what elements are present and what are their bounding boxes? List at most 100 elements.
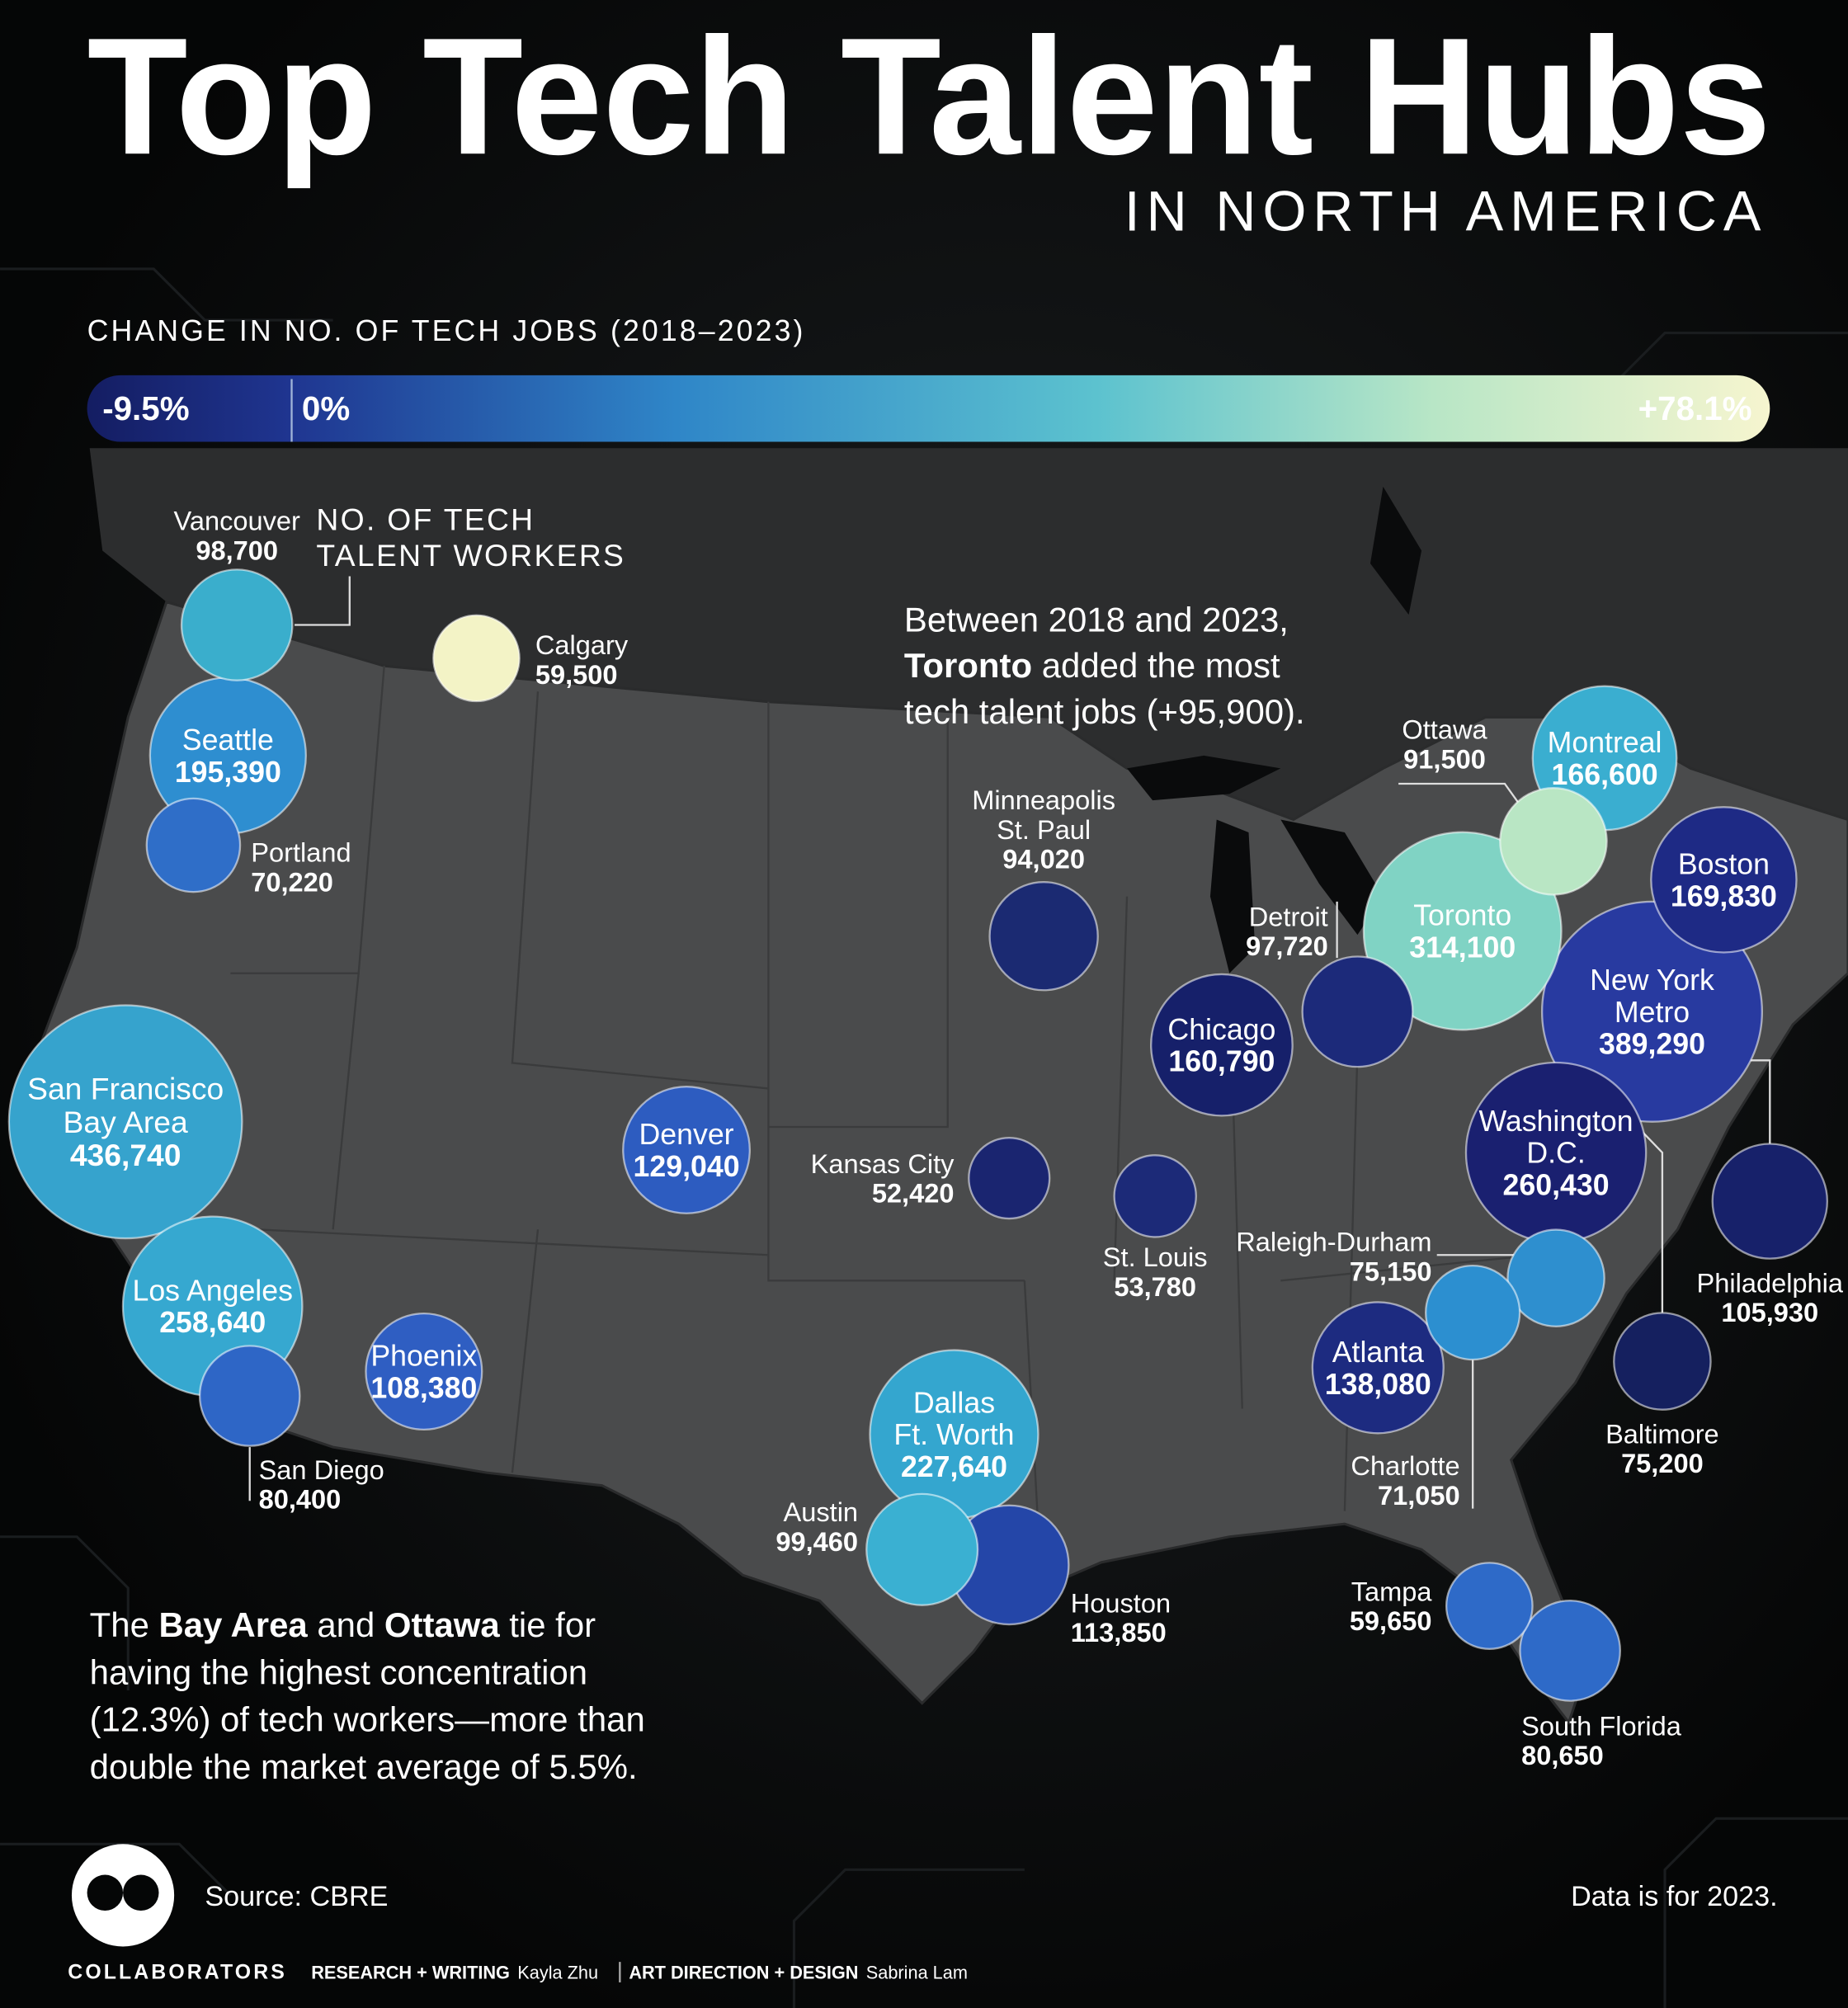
annotation-text: Ottawa [384,1605,500,1644]
color-legend-title: CHANGE IN NO. OF TECH JOBS (2018–2023) [87,314,806,347]
city-name: Kansas City [811,1148,955,1179]
city-name: D.C. [1526,1137,1585,1170]
annotation-text: tech talent jobs (+95,900). [904,692,1305,731]
city-name: Dallas [913,1386,995,1419]
city-bubble [1150,973,1294,1117]
city-name: San Francisco [27,1071,224,1105]
city-name: Washington [1478,1105,1633,1138]
annotation-text: double the market average of 5.5%. [90,1747,638,1786]
city-workers: 129,040 [634,1150,740,1183]
city-bubble [1311,1301,1445,1435]
city-bubble [1362,831,1563,1031]
city-name: Ottawa [1402,714,1487,745]
city-workers: 389,290 [1599,1028,1705,1061]
city-workers: 59,500 [535,659,618,690]
data-note: Data is for 2023. [1571,1881,1778,1912]
city-name: Calgary [535,629,629,660]
size-legend-title: NO. OF TECH [316,502,535,537]
city-name: South Florida [1521,1710,1682,1741]
city-bubble [1499,787,1608,896]
annotation-line: double the market average of 5.5%. [90,1747,638,1786]
city-name: Philadelphia [1697,1267,1844,1298]
city-name: Los Angeles [132,1274,292,1307]
city-name: San Diego [259,1454,384,1485]
city-workers: 52,420 [872,1178,955,1209]
city-workers: 97,720 [1246,931,1328,961]
bubbles [7,568,1829,1702]
city-name: Charlotte [1351,1450,1459,1481]
annotation-line: The Bay Area and Ottawa tie for [90,1605,596,1644]
city-bubble [1540,900,1764,1123]
city-name: Bay Area [64,1105,188,1139]
city-workers: 195,390 [175,756,281,789]
source: Source: CBRE [205,1881,388,1912]
city-workers: 71,050 [1378,1480,1460,1511]
annotation-text: tie for [500,1605,596,1644]
city-bubble [1301,955,1414,1068]
city-workers: 94,020 [1002,843,1085,874]
legend-label: -9.5% [102,389,189,427]
city-name: Seattle [182,724,274,757]
city-name: Denver [639,1118,734,1151]
city-bubble [622,1086,751,1214]
city-bubble [1113,1154,1197,1238]
city-workers: 80,650 [1521,1740,1604,1770]
city-bubble [968,1137,1051,1220]
annotation-text: Toronto [904,646,1032,685]
annotation-line: Toronto added the most [904,646,1280,685]
city-name: Portland [251,837,351,868]
city-name: Metro [1615,996,1690,1029]
annotation-text: having the highest concentration [90,1652,587,1691]
city-workers: 91,500 [1403,743,1486,774]
city-bubble [7,1004,243,1240]
annotation-text: The [90,1605,159,1644]
annotation-text: (12.3%) of tech workers—more than [90,1700,645,1739]
city-workers: 314,100 [1409,931,1516,964]
city-workers: 75,200 [1621,1448,1704,1478]
city-workers: 53,780 [1114,1271,1196,1302]
city-workers: 113,850 [1071,1617,1167,1647]
state-borders [230,666,1537,1511]
credit-role: ART DIRECTION + DESIGN [629,1962,858,1982]
brand: COLLABORATORS [68,1961,287,1983]
city-workers: 80,400 [259,1484,342,1515]
city-name: Houston [1071,1587,1171,1618]
city-bubble [1613,1312,1712,1411]
city-name: Chicago [1167,1013,1275,1046]
annotation-line: (12.3%) of tech workers—more than [90,1700,645,1739]
city-name: Detroit [1249,901,1328,931]
size-legend-bracket [295,576,351,626]
city-bubble [432,614,521,703]
city-workers: 138,080 [1325,1368,1431,1401]
city-name: Tampa [1351,1576,1433,1606]
city-workers: 105,930 [1721,1297,1818,1327]
annotation-text: Bay Area [159,1605,309,1644]
city-workers: 75,150 [1350,1256,1432,1286]
title: Top Tech Talent Hubs [87,2,1771,189]
city-name: New York [1590,964,1714,997]
annotation-text: Between 2018 and 2023, [904,600,1289,639]
great-lakes [1127,486,1422,973]
color-legend-bar [87,375,1770,442]
city-name: Vancouver [174,506,300,536]
city-bubble [198,1345,301,1447]
legend-label: +78.1% [1638,389,1752,427]
city-bubble [365,1312,483,1431]
annotation-line: Between 2018 and 2023, [904,600,1289,639]
city-name: Atlanta [1332,1336,1424,1369]
city-name: Boston [1678,848,1770,881]
city-workers: 258,640 [159,1306,266,1339]
city-bubble [1519,1600,1622,1702]
city-name: St. Louis [1103,1242,1208,1272]
credit-name: Kayla Zhu [517,1962,598,1982]
city-workers: 260,430 [1503,1168,1610,1201]
city-bubble [1711,1143,1829,1260]
legend-label: 0% [302,389,350,427]
circuit-lines [0,267,1848,2008]
city-workers: 436,740 [70,1138,182,1172]
city-bubble [1445,1562,1534,1650]
city-name: Raleigh-Durham [1236,1227,1431,1257]
